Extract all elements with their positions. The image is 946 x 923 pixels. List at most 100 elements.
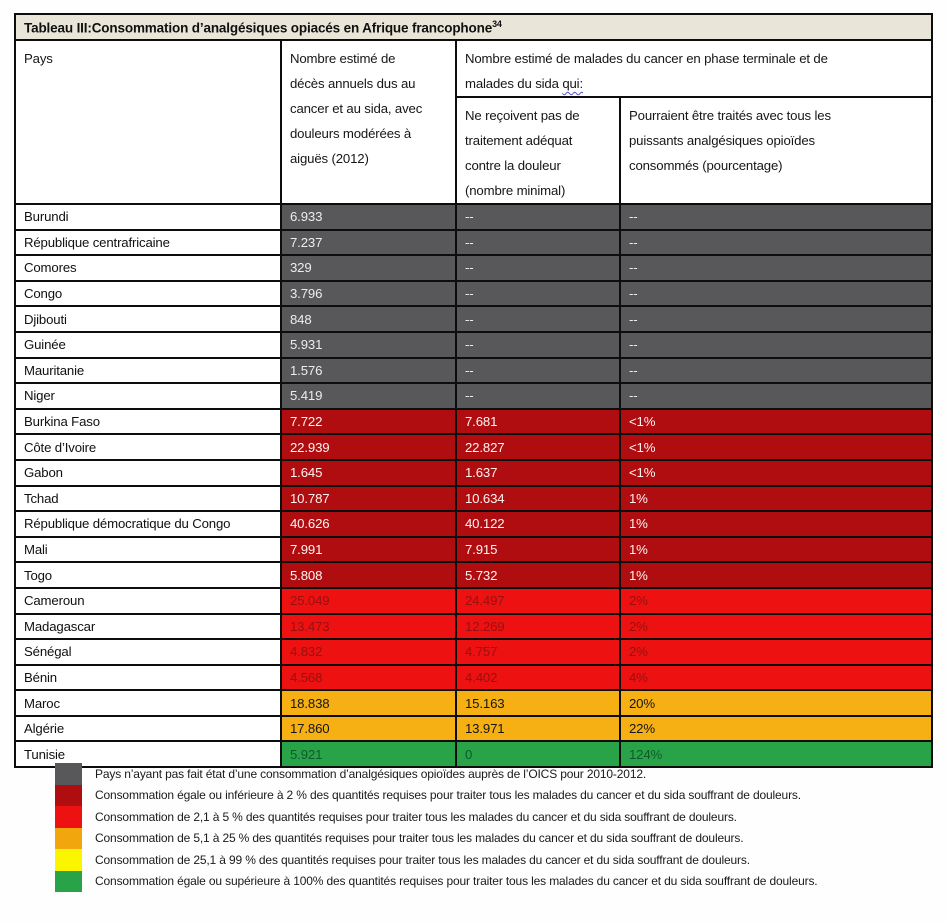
legend-label: Consommation de 25,1 à 99 % des quantité… xyxy=(95,852,750,867)
country-cell: Bénin xyxy=(14,663,282,692)
legend-item: Consommation de 25,1 à 99 % des quantité… xyxy=(55,849,818,871)
deaths-cell: 7.991 xyxy=(280,535,457,564)
deaths-cell: 7.722 xyxy=(280,407,457,436)
legend-swatch-yellow xyxy=(55,849,82,871)
column-header-pourcentage: Pourraient être traités avec tous les pu… xyxy=(618,96,934,205)
untreated-cell: 13.971 xyxy=(455,714,621,743)
untreated-cell: 22.827 xyxy=(455,433,621,461)
deaths-cell: 329 xyxy=(280,254,457,282)
percentage-cell: -- xyxy=(618,228,934,257)
untreated-cell: 0 xyxy=(455,740,621,769)
table-row: Gabon 1.645 1.637 <1% xyxy=(14,458,934,487)
table-row: Djibouti 848 -- -- xyxy=(14,305,934,333)
legend: Pays n’ayant pas fait état d’une consomm… xyxy=(55,763,818,892)
country-cell: Mauritanie xyxy=(14,356,282,385)
deaths-cell: 1.645 xyxy=(280,458,457,487)
deaths-cell: 17.860 xyxy=(280,714,457,743)
table-row: Tunisie 5.921 0 124% xyxy=(14,740,934,769)
header-row-top: Pays Nombre estimé de décès annuels dus … xyxy=(14,39,934,205)
legend-label: Pays n’ayant pas fait état d’une consomm… xyxy=(95,766,647,781)
untreated-cell: -- xyxy=(455,228,621,257)
percentage-cell: <1% xyxy=(618,458,934,487)
untreated-cell: 1.637 xyxy=(455,458,621,487)
untreated-cell: 4.402 xyxy=(455,663,621,692)
table-title-row: Tableau III:Consommation d’analgésiques … xyxy=(13,13,934,41)
untreated-cell: -- xyxy=(455,203,621,231)
percentage-cell: -- xyxy=(618,254,934,282)
country-cell: Tchad xyxy=(14,484,282,513)
legend-item: Consommation égale ou supérieure à 100% … xyxy=(55,870,818,892)
table-row: Madagascar 13.473 12.269 2% xyxy=(14,612,934,641)
table-row: Maroc 18.838 15.163 20% xyxy=(14,689,934,717)
untreated-cell: 40.122 xyxy=(455,510,621,538)
untreated-cell: 12.269 xyxy=(455,612,621,641)
country-cell: Djibouti xyxy=(14,305,282,333)
legend-label: Consommation de 2,1 à 5 % des quantités … xyxy=(95,809,737,824)
spellcheck-wavy-word: qui: xyxy=(562,76,583,91)
country-cell: Gabon xyxy=(14,458,282,487)
table-row: Mauritanie 1.576 -- -- xyxy=(14,356,934,385)
deaths-cell: 18.838 xyxy=(280,689,457,717)
opioid-consumption-table: Tableau III:Consommation d’analgésiques … xyxy=(13,13,934,769)
untreated-cell: -- xyxy=(455,279,621,308)
country-cell: Maroc xyxy=(14,689,282,717)
country-cell: Cameroun xyxy=(14,586,282,615)
country-cell: Niger xyxy=(14,382,282,410)
legend-item: Consommation de 5,1 à 25 % des quantités… xyxy=(55,827,818,849)
table-row: Burkina Faso 7.722 7.681 <1% xyxy=(14,407,934,436)
untreated-cell: 4.757 xyxy=(455,638,621,666)
percentage-cell: 2% xyxy=(618,586,934,615)
deaths-cell: 5.931 xyxy=(280,330,457,359)
percentage-cell: 124% xyxy=(618,740,934,769)
percentage-cell: 20% xyxy=(618,689,934,717)
legend-swatch-red xyxy=(55,806,82,828)
deaths-cell: 7.237 xyxy=(280,228,457,257)
deaths-cell: 25.049 xyxy=(280,586,457,615)
legend-label: Consommation égale ou supérieure à 100% … xyxy=(95,874,818,889)
deaths-cell: 40.626 xyxy=(280,510,457,538)
table-row: Togo 5.808 5.732 1% xyxy=(14,561,934,589)
country-cell: Comores xyxy=(14,254,282,282)
deaths-cell: 6.933 xyxy=(280,203,457,231)
country-cell: Côte d’Ivoire xyxy=(14,433,282,461)
untreated-cell: -- xyxy=(455,356,621,385)
country-cell: Tunisie xyxy=(14,740,282,769)
country-cell: Guinée xyxy=(14,330,282,359)
table-row: Niger 5.419 -- -- xyxy=(14,382,934,410)
percentage-cell: -- xyxy=(618,305,934,333)
table-title-text: Tableau III:Consommation d’analgésiques … xyxy=(24,20,493,36)
table-row: République démocratique du Congo 40.626 40… xyxy=(14,510,934,538)
untreated-cell: -- xyxy=(455,382,621,410)
percentage-cell: <1% xyxy=(618,433,934,461)
percentage-cell: 4% xyxy=(618,663,934,692)
legend-item: Pays n’ayant pas fait état d’une consomm… xyxy=(55,763,818,785)
column-header-sans-traitement: Ne reçoivent pas de traitement adéquat c… xyxy=(455,96,621,205)
table-row: République centrafricaine 7.237 -- -- xyxy=(14,228,934,257)
country-cell: Burundi xyxy=(14,203,282,231)
country-cell: République centrafricaine xyxy=(14,228,282,257)
legend-swatch-darkred xyxy=(55,784,82,806)
percentage-cell: 22% xyxy=(618,714,934,743)
legend-item: Consommation de 2,1 à 5 % des quantités … xyxy=(55,806,818,828)
percentage-cell: <1% xyxy=(618,407,934,436)
table-row: Côte d’Ivoire 22.939 22.827 <1% xyxy=(14,433,934,461)
header-row-sub: Ne reçoivent pas de traitement adéquat c… xyxy=(15,96,934,205)
deaths-cell: 848 xyxy=(280,305,457,333)
deaths-cell: 10.787 xyxy=(280,484,457,513)
table-row: Algérie 17.860 13.971 22% xyxy=(14,714,934,743)
group-header-line1: Nombre estimé de malades du cancer en ph… xyxy=(465,51,828,66)
deaths-cell: 13.473 xyxy=(280,612,457,641)
column-header-group: Nombre estimé de malades du cancer en ph… xyxy=(454,39,934,98)
legend-label: Consommation de 5,1 à 25 % des quantités… xyxy=(95,831,744,846)
percentage-cell: 2% xyxy=(618,612,934,641)
untreated-cell: 7.681 xyxy=(455,407,621,436)
untreated-cell: 15.163 xyxy=(455,689,621,717)
untreated-cell: -- xyxy=(455,254,621,282)
table-row: Cameroun 25.049 24.497 2% xyxy=(14,586,934,615)
group-header-line2: malades du sida xyxy=(465,76,563,91)
legend-swatch-orange xyxy=(55,827,82,849)
table-row: Guinée 5.931 -- -- xyxy=(14,330,934,359)
deaths-cell: 22.939 xyxy=(280,433,457,461)
country-cell: Algérie xyxy=(14,714,282,743)
